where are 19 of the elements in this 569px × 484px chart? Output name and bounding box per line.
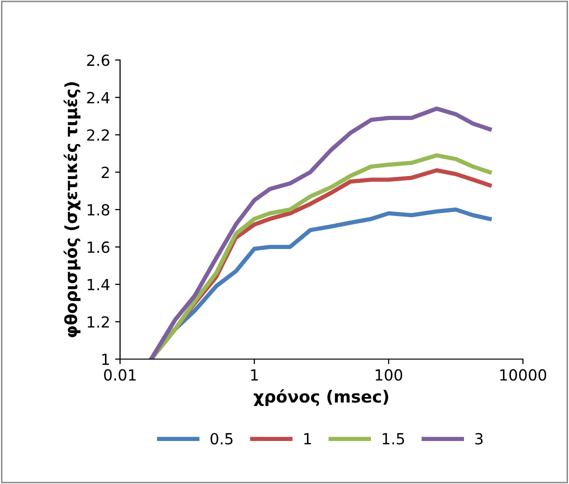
y-tick-label: 1.6 — [88, 241, 110, 253]
x-axis-title: χρόνος (msec) — [254, 389, 388, 406]
x-tick-label: 0.01 — [104, 369, 136, 381]
legend-label: 1 — [304, 433, 311, 444]
y-tick-label: 1.4 — [88, 279, 110, 290]
x-tick-label: 10000 — [500, 369, 546, 381]
legend-label: 0.5 — [210, 432, 233, 445]
y-axis-title: φθορισμός (σχετικές τιμές) — [64, 82, 80, 338]
y-tick-label: 1.2 — [88, 316, 109, 328]
y-tick-label: 2.2 — [87, 129, 109, 141]
y-tick-label: 2 — [102, 166, 109, 178]
x-tick-label: 1 — [251, 369, 258, 380]
legend-label: 3 — [475, 432, 483, 445]
y-tick-label: 1 — [102, 354, 109, 365]
legend-label: 1.5 — [382, 433, 404, 445]
y-tick-label: 1.8 — [88, 204, 110, 216]
y-tick-label: 2.4 — [87, 92, 110, 104]
x-tick-label: 100 — [376, 369, 402, 381]
y-tick-label: 2.6 — [87, 54, 110, 66]
